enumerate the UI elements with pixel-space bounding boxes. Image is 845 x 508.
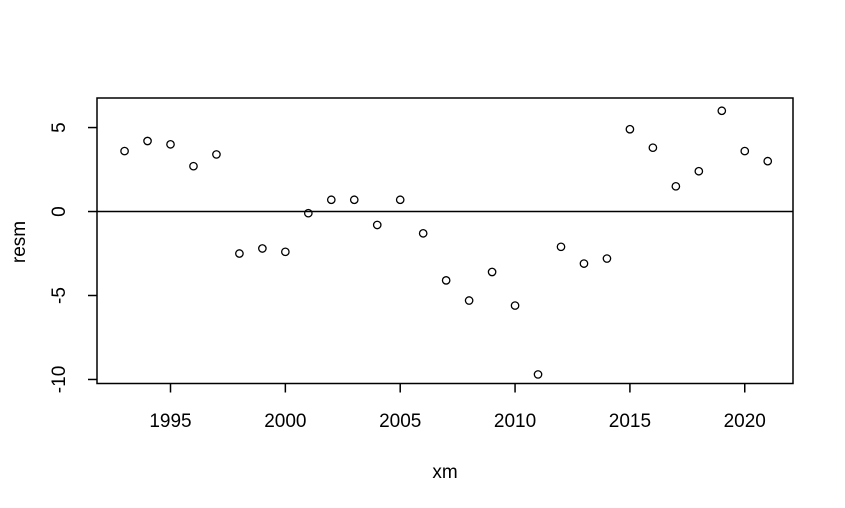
data-point	[763, 156, 773, 166]
y-tick-label: 5	[49, 122, 70, 133]
data-point	[258, 244, 267, 253]
data-point	[464, 296, 474, 305]
y-tick-label: -10	[49, 366, 70, 393]
y-tick-label: 0	[49, 206, 70, 217]
data-point	[648, 143, 658, 153]
data-point	[556, 242, 566, 252]
data-point	[602, 254, 612, 263]
x-axis-title: xm	[432, 462, 457, 483]
data-point	[671, 181, 681, 191]
data-point	[372, 220, 382, 230]
data-point	[235, 249, 244, 258]
data-point	[694, 166, 704, 176]
data-point	[533, 370, 543, 379]
plot-border	[96, 97, 794, 385]
data-point	[212, 150, 221, 159]
plot-dynamic-layer: 1995 2000 2005 2010 2015 2020 5 0 -5 -10	[49, 97, 794, 432]
data-point	[166, 140, 175, 149]
x-tick-label: 2005	[379, 411, 421, 432]
data-point	[579, 259, 589, 268]
data-point	[395, 195, 405, 205]
data-point	[189, 161, 198, 171]
data-point	[303, 208, 313, 218]
y-tick-label: -5	[49, 287, 70, 304]
data-point	[281, 247, 290, 257]
data-point	[418, 229, 428, 238]
data-point	[349, 195, 359, 205]
x-tick-label: 2000	[264, 411, 306, 432]
data-point	[717, 106, 727, 116]
x-tick-label: 2020	[724, 411, 766, 432]
x-tick-label: 2015	[609, 411, 651, 432]
data-point	[510, 301, 520, 310]
x-tick-label: 1995	[149, 411, 191, 432]
data-point	[120, 146, 129, 156]
data-point	[326, 195, 336, 205]
data-point	[143, 136, 152, 146]
data-point	[740, 146, 750, 156]
data-point	[441, 276, 451, 285]
x-tick-label: 2010	[494, 411, 536, 432]
data-point	[487, 267, 497, 277]
data-point	[625, 124, 635, 134]
y-axis-title: resm	[9, 221, 30, 263]
